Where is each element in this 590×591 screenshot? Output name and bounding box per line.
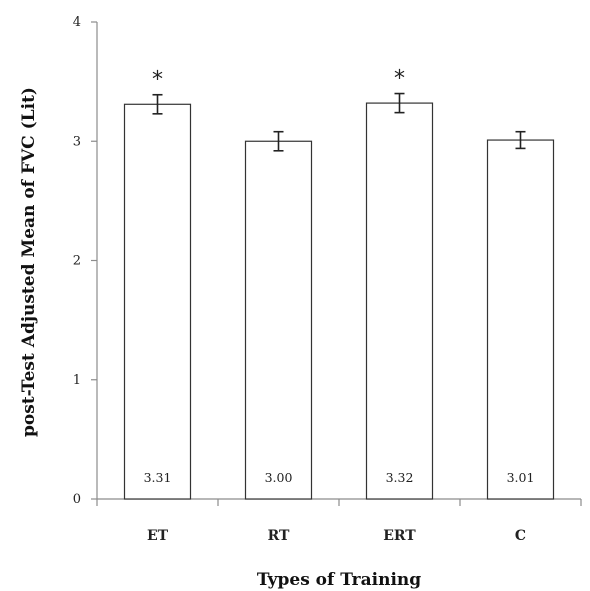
bars: 3.31 * 3.00 3.32 * 3.01	[123, 67, 555, 500]
x-tick-label: C	[515, 528, 526, 544]
y-tick-label: 0	[73, 492, 81, 507]
y-tick-label: 3	[73, 134, 81, 149]
x-tick-label: ERT	[383, 528, 416, 544]
x-tick-label: RT	[268, 528, 290, 544]
data-label: 3.01	[507, 470, 535, 485]
y-tick-label: 2	[73, 254, 81, 269]
y-axis-title: post-Test Adjusted Mean of FVC (Lit)	[19, 87, 39, 437]
y-tick-label: 1	[73, 373, 81, 388]
x-tick-label: ET	[147, 528, 169, 544]
x-axis: ET RT ERT C	[96, 498, 582, 544]
bar	[365, 102, 434, 500]
y-tick-label: 4	[73, 15, 81, 30]
bar	[123, 103, 192, 500]
data-label: 3.31	[144, 470, 172, 485]
bar	[486, 139, 555, 500]
y-axis: 0 1 2 3 4	[73, 15, 98, 507]
significance-marker: *	[394, 67, 405, 92]
bar	[244, 140, 313, 500]
x-axis-title: Types of Training	[257, 570, 421, 590]
data-label: 3.32	[386, 470, 414, 485]
data-label: 3.00	[265, 470, 293, 485]
significance-marker: *	[152, 68, 163, 93]
